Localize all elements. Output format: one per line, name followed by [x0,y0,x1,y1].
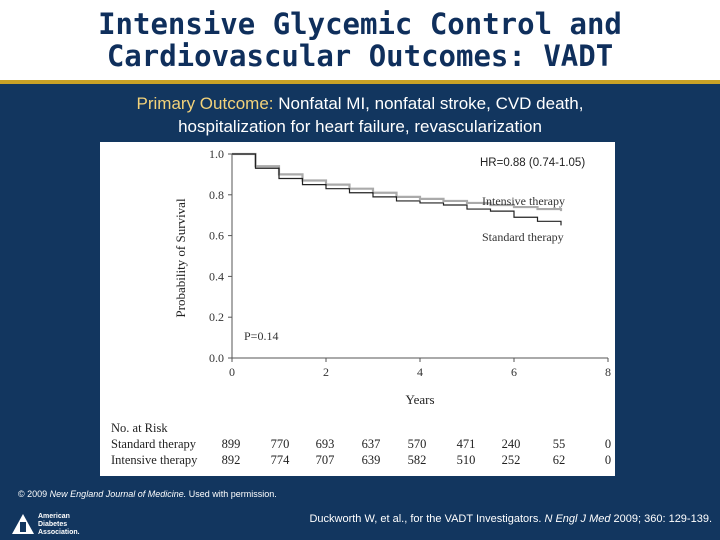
risk-table-cell: 471 [457,437,476,451]
risk-table: 899 770 693 637 570 471 240 55 0 892 774 707 639 582 5… [222,437,612,467]
x-axis-label: Years [405,392,434,407]
copyright-rest: Used with permission. [186,489,277,499]
y-axis-label: Probability of Survival [173,198,188,318]
y-tick-label: 0.2 [209,310,224,324]
risk-table-cell: 892 [222,453,241,467]
subtitle-line-2: hospitalization for heart failure, revas… [178,117,542,136]
risk-table-cell: 240 [502,437,521,451]
intensive-curve-label: Intensive therapy [482,194,565,208]
risk-table-cell: 570 [408,437,427,451]
slide-title: Intensive Glycemic Control and Cardiovas… [0,8,720,72]
logo-line-1: American [38,513,70,520]
logo-line-3: Association. [38,529,80,536]
risk-table-cell: 707 [316,453,335,467]
risk-table-cell: 693 [316,437,335,451]
citation-journal: N Engl J Med [544,513,611,525]
risk-table-cell: 637 [362,437,381,451]
title-band [0,0,720,80]
risk-table-cell: 639 [362,453,381,467]
ada-logo: American Diabetes Association. [10,512,90,538]
hr-annotation: HR=0.88 (0.74-1.05) [480,157,585,169]
risk-table-cell: 0 [605,437,611,451]
risk-table-cell: 899 [222,437,241,451]
x-tick-label: 8 [605,365,611,379]
citation-rest: 2009; 360: 129-139. [610,513,712,525]
y-tick-label: 0.0 [209,351,224,365]
standard-curve-label: Standard therapy [482,230,564,244]
subtitle-prefix: Primary Outcome: [136,94,274,113]
subtitle: Primary Outcome: Nonfatal MI, nonfatal s… [20,92,700,138]
y-tick-label: 0.8 [209,188,224,202]
risk-table-cell: 774 [271,453,291,467]
chart-curves [232,152,563,226]
chart-axes: 0.0 0.2 0.4 0.6 0.8 1.0 0 2 4 6 8 [209,147,611,379]
x-tick-label: 6 [511,365,517,379]
x-tick-label: 0 [229,365,235,379]
risk-row-label-intensive: Intensive therapy [111,453,198,467]
risk-table-header: No. at Risk [111,421,168,435]
x-tick-label: 4 [417,365,423,379]
x-tick-label: 2 [323,365,329,379]
copyright-year: © 2009 [18,489,48,499]
risk-table-cell: 62 [553,453,566,467]
copyright-journal: New England Journal of Medicine. [49,489,187,499]
survival-chart: 0.0 0.2 0.4 0.6 0.8 1.0 0 2 4 6 8 HR=0.88 (0.74-1.… [111,147,612,467]
citation-authors: Duckworth W, et al., for the VADT Invest… [309,513,542,525]
p-value: P=0.14 [244,329,278,343]
survival-figure: 0.0 0.2 0.4 0.6 0.8 1.0 0 2 4 6 8 HR=0.88 (0.74-1.… [100,142,615,476]
risk-row-label-standard: Standard therapy [111,437,197,451]
title-line-2: Cardiovascular Outcomes: VADT [106,39,614,73]
risk-table-cell: 55 [553,437,566,451]
y-tick-label: 0.6 [209,229,224,243]
y-tick-label: 1.0 [209,147,224,161]
risk-table-cell: 770 [271,437,290,451]
title-divider [0,80,720,84]
risk-table-cell: 252 [502,453,521,467]
chart-labels: HR=0.88 (0.74-1.05) P=0.14 Intensive the… [111,157,585,467]
risk-table-cell: 582 [408,453,427,467]
y-tick-label: 0.4 [209,269,224,283]
risk-table-cell: 510 [457,453,476,467]
citation: Duckworth W, et al., for the VADT Invest… [309,513,712,525]
risk-table-cell: 0 [605,453,611,467]
subtitle-line-1: Nonfatal MI, nonfatal stroke, CVD death, [273,94,584,113]
copyright-notice: © 2009 New England Journal of Medicine. … [18,489,277,499]
title-line-1: Intensive Glycemic Control and [98,7,622,41]
standard-therapy-curve [232,153,562,226]
logo-line-2: Diabetes [38,521,68,528]
